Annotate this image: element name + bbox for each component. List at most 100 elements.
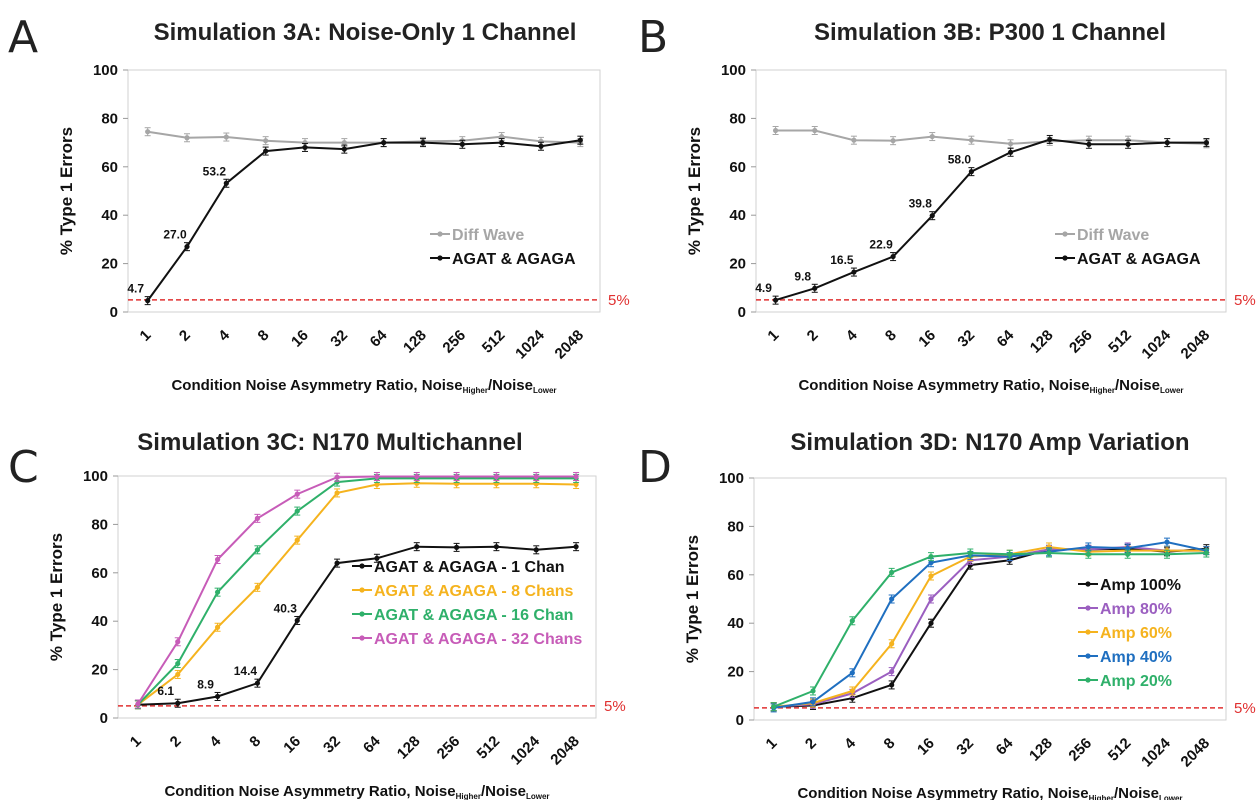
panel-b-data-point: [1086, 141, 1092, 147]
panel-c-x-tick-label: 128: [394, 733, 424, 763]
panel-d-legend-swatch-marker: [1085, 653, 1091, 659]
panel-d-y-tick-label: 60: [727, 567, 744, 584]
panel-a-x-tick-label: 4: [215, 326, 233, 344]
panel-c-data-point: [254, 584, 261, 590]
panel-d-data-point: [771, 704, 777, 710]
panel-a-y-tick-label: 0: [110, 304, 118, 321]
panel-b-y-tick-label: 0: [738, 304, 746, 321]
panel-c-title: Simulation 3C: N170 Multichannel: [137, 429, 522, 456]
panel-c-data-point: [573, 481, 579, 488]
panel-d-data-point: [967, 550, 973, 556]
panel-b-data-point: [1047, 136, 1053, 143]
panel-c-y-tick-label: 100: [83, 468, 108, 485]
panel-d-x-tick-label: 4: [841, 734, 859, 752]
panel-a-y-tick-label: 40: [101, 207, 118, 224]
panel-a-data-point: [459, 141, 465, 147]
panel-b-legend-swatch-marker: [1062, 255, 1068, 261]
panel-c-data-point: [214, 624, 221, 630]
panel-c-legend-swatch-marker: [359, 611, 365, 617]
panel-a-data-point: [302, 144, 308, 151]
panel-a-data-point: [263, 138, 269, 144]
x-axis-label-part: Condition Noise Asymmetry Ratio, Noise: [171, 377, 462, 394]
panel-a-legend-entry: AGAT & AGAGA: [452, 251, 576, 268]
panel-c-data-point: [214, 693, 221, 700]
panel-d-title: Simulation 3D: N170 Amp Variation: [790, 429, 1189, 456]
panel-d-x-tick-label: 256: [1065, 735, 1095, 765]
panel-a-y-tick-label: 20: [101, 256, 118, 273]
panel-c-data-point: [254, 515, 261, 521]
panel-c-data-point: [214, 556, 221, 563]
panel-c-letter: C: [8, 442, 39, 493]
panel-c-x-tick-label: 8: [246, 733, 264, 751]
panel-b-x-tick-label: 8: [882, 327, 900, 345]
panel-b-data-point: [890, 253, 896, 260]
panel-d-data-point: [1007, 551, 1013, 557]
panel-a-data-point: [381, 140, 387, 146]
panel-c-data-point: [175, 660, 181, 667]
panel-a-x-tick-label: 64: [367, 326, 391, 350]
panel-a-legend-swatch-marker: [437, 231, 443, 237]
panel-c-data-point: [254, 680, 261, 686]
panel-c-data-point: [533, 547, 539, 553]
panel-d-x-tick-label: 16: [914, 735, 938, 759]
panel-a-data-point: [145, 298, 151, 304]
panel-a-data-point: [184, 135, 190, 141]
panel-d-data-point: [849, 670, 855, 676]
panel-d-series-line-0: [773, 547, 1207, 708]
panel-d-data-point: [810, 699, 816, 705]
panel-c-data-point: [135, 701, 141, 707]
panel-a-title: Simulation 3A: Noise-Only 1 Channel: [154, 19, 577, 46]
panel-b-title: Simulation 3B: P300 1 Channel: [814, 19, 1166, 46]
panel-a-data-point: [184, 244, 190, 250]
panel-b-x-tick-label: 16: [915, 327, 939, 351]
panel-a-x-axis-label: Condition Noise Asymmetry Ratio, NoiseHi…: [171, 377, 556, 395]
x-axis-label-part: /Noise: [1115, 377, 1160, 394]
panel-c-data-point: [414, 544, 420, 550]
panel-b-data-label: 58.0: [948, 153, 972, 167]
panel-a-data-point: [223, 134, 229, 140]
panel-c-x-tick-label: 2: [167, 733, 185, 751]
panel-c-data-point: [573, 473, 579, 480]
panel-d-data-point: [928, 560, 934, 566]
panel-d-data-point: [849, 618, 855, 624]
panel-c-y-axis-label: % Type 1 Errors: [47, 533, 66, 661]
x-axis-label-part: Condition Noise Asymmetry Ratio, Noise: [798, 377, 1089, 394]
panel-b-plot-frame: [755, 69, 1227, 313]
panel-c-data-point: [294, 491, 300, 497]
panel-d-data-point: [889, 641, 895, 647]
panel-b-data-point: [851, 269, 857, 275]
x-axis-label-subscript: Higher: [1089, 794, 1114, 800]
panel-a-data-point: [223, 180, 229, 186]
panel-c-reference-label: 5%: [604, 698, 626, 715]
panel-a-x-tick-label: 128: [400, 327, 430, 357]
panel-c-x-tick-label: 512: [474, 733, 504, 763]
panel-c-series-line-1: [137, 482, 577, 706]
panel-a-x-tick-label: 1024: [512, 326, 548, 362]
panel-d-legend-entry: Amp 80%: [1100, 601, 1172, 618]
panel-c-data-label: 40.3: [274, 601, 298, 615]
panel-c-x-tick-label: 256: [434, 733, 464, 763]
panel-d-y-tick-label: 0: [736, 712, 744, 729]
panel-d-y-axis-label: % Type 1 Errors: [683, 535, 702, 663]
panel-d-x-tick-label: 8: [881, 735, 899, 753]
panel-b-reference-label: 5%: [1234, 292, 1256, 309]
panel-c-data-point: [294, 537, 300, 543]
panel-a-x-tick-label: 2: [176, 327, 194, 345]
panel-c-data-point: [254, 547, 261, 553]
panel-b-data-label: 22.9: [869, 238, 893, 252]
panel-d-y-tick-label: 40: [727, 615, 744, 632]
panel-b-y-axis-label: % Type 1 Errors: [685, 127, 704, 255]
x-axis-label-part: /Noise: [1114, 785, 1159, 800]
panel-c-data-point: [294, 508, 300, 514]
x-axis-label-part: /Noise: [488, 377, 533, 394]
panel-c-x-tick-label: 64: [360, 732, 384, 756]
panel-d-x-axis-label: Condition Noise Asymmetry Ratio, NoiseHi…: [797, 785, 1182, 800]
panel-b-data-point: [812, 127, 818, 134]
panel-a-data-point: [341, 140, 347, 146]
panel-b-data-point: [772, 297, 779, 303]
panel-b-y-tick-label: 100: [721, 62, 746, 79]
panel-b-x-tick-label: 2: [804, 327, 822, 345]
panel-c-x-tick-label: 32: [320, 733, 344, 757]
panel-b-data-point: [890, 138, 896, 144]
panel-c-data-point: [493, 473, 500, 480]
